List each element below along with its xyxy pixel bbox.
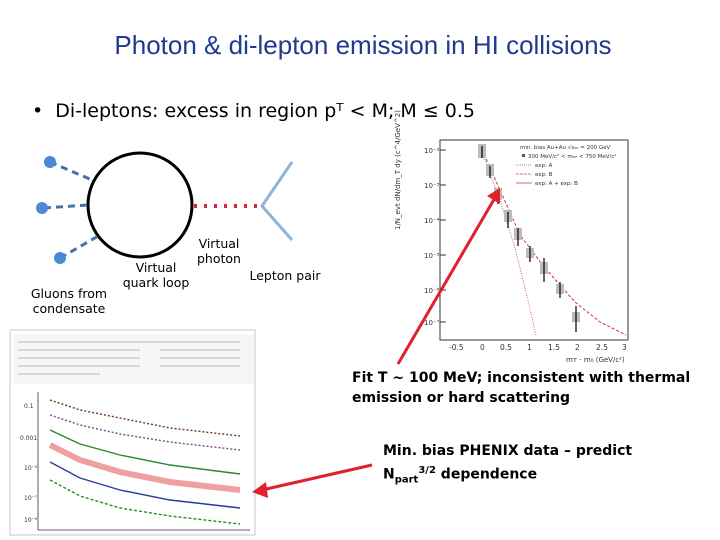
bullet-point: • Di-leptons: excess in region pᵀ < M; M … bbox=[32, 100, 475, 122]
right-plot-curves bbox=[478, 144, 627, 336]
right-plot: 1/N_evt dN/dm_T dy (c^4/GeV^2) 10⁻² 10⁻³… bbox=[394, 110, 629, 364]
right-plot-legend: min. bias Au+Au √sₙₙ = 200 GeV 300 MeV/c… bbox=[516, 144, 617, 187]
label-virtual-quark-loop: Virtual quark loop bbox=[122, 260, 190, 290]
condensate-dot-bottom bbox=[54, 252, 66, 264]
fit-arrow-head-icon bbox=[487, 188, 500, 204]
x-tick-label: 3 bbox=[622, 343, 627, 352]
x-tick-label: 0 bbox=[480, 343, 485, 352]
x-tick-label: 1.5 bbox=[548, 343, 560, 352]
condensate-dot-top bbox=[44, 156, 56, 168]
fit-note-line2: emission or hard scattering bbox=[352, 390, 571, 406]
slide-title: Photon & di-lepton emission in HI collis… bbox=[114, 30, 612, 60]
phenix-note-line2: Npart3/2 dependence bbox=[383, 465, 538, 486]
svg-text:10⁻⁵: 10⁻⁵ bbox=[424, 252, 440, 260]
svg-text:10⁻⁴: 10⁻⁴ bbox=[424, 217, 440, 225]
x-tick-label: 0.5 bbox=[500, 343, 512, 352]
svg-text:0.001: 0.001 bbox=[20, 435, 37, 442]
svg-text:0.1: 0.1 bbox=[24, 403, 34, 410]
left-plot-series bbox=[48, 399, 241, 525]
legend-entry: min. bias Au+Au √sₙₙ = 200 GeV bbox=[520, 144, 610, 151]
x-tick-label: -0.5 bbox=[449, 343, 464, 352]
fit-arrow-line bbox=[396, 195, 498, 365]
left-plot-legend-box bbox=[14, 334, 254, 384]
svg-text:10⁻⁹: 10⁻⁹ bbox=[24, 517, 38, 524]
legend-entry: 300 MeV/c² < mₑₑ < 750 MeV/c² bbox=[528, 153, 617, 160]
legend-entry: exp: A bbox=[535, 163, 553, 169]
label-gluons-from-condensate: Gluons from condensate bbox=[30, 286, 108, 316]
x-tick-label: 1 bbox=[527, 343, 532, 352]
legend-entry: exp: A + exp: B bbox=[535, 181, 578, 187]
left-plot: 0.1 0.001 10⁻⁵ 10⁻⁷ 10⁻⁹ bbox=[9, 329, 256, 536]
phenix-arrow-line bbox=[261, 463, 373, 492]
gluon-line-bottom bbox=[59, 233, 101, 260]
svg-text:10⁻⁷: 10⁻⁷ bbox=[24, 495, 38, 502]
svg-text:10⁻²: 10⁻² bbox=[424, 147, 440, 155]
lepton-pair-lines bbox=[260, 161, 294, 241]
bullet-text: Di-leptons: excess in region pᵀ < M; M ≤… bbox=[55, 100, 476, 122]
annotation-arrows bbox=[252, 188, 500, 498]
left-plot-axes bbox=[37, 392, 250, 531]
fit-note: Fit T ~ 100 MeV; inconsistent with therm… bbox=[352, 368, 690, 408]
svg-text:10⁻³: 10⁻³ bbox=[424, 182, 440, 190]
feynman-diagram bbox=[36, 151, 294, 264]
right-plot-frame bbox=[439, 139, 629, 341]
fit-note-line1: Fit T ~ 100 MeV; inconsistent with therm… bbox=[352, 370, 691, 386]
gluon-line-middle bbox=[43, 203, 89, 210]
right-plot-y-axis-label: 1/N_evt dN/dm_T dy (c^4/GeV^2) bbox=[394, 110, 402, 230]
quark-loop-circle bbox=[86, 151, 194, 259]
svg-text:10⁻⁷: 10⁻⁷ bbox=[424, 319, 440, 327]
label-lepton-pair: Lepton pair bbox=[249, 268, 321, 283]
phenix-note: Min. bias PHENIX data – predict Npart3/2… bbox=[383, 441, 632, 490]
label-virtual-photon: Virtual photon bbox=[197, 236, 241, 266]
gluon-line-top bbox=[49, 160, 93, 182]
legend-entry: exp: B bbox=[535, 172, 553, 178]
condensate-dot-middle bbox=[36, 202, 48, 214]
x-axis-label: mᴛ - m₀ (GeV/c²) bbox=[566, 356, 625, 364]
phenix-arrow-head-icon bbox=[252, 482, 268, 498]
x-tick-label: 2.5 bbox=[596, 343, 608, 352]
svg-text:10⁻⁶: 10⁻⁶ bbox=[424, 287, 440, 295]
x-tick-label: 2 bbox=[575, 343, 580, 352]
bullet-dot-icon: • bbox=[32, 100, 44, 122]
phenix-note-line1: Min. bias PHENIX data – predict bbox=[383, 443, 633, 459]
svg-text:10⁻⁵: 10⁻⁵ bbox=[24, 465, 38, 472]
